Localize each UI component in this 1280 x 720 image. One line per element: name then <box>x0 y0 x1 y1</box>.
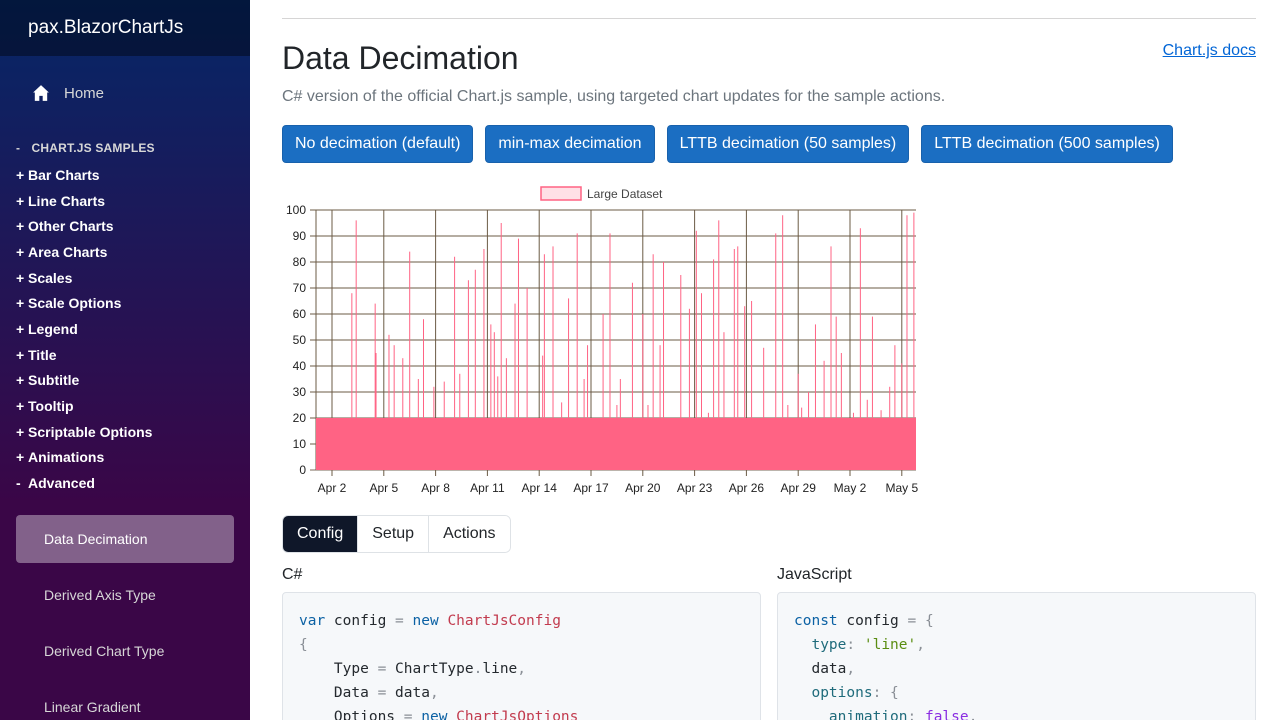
nav-group-label: Area Charts <box>28 244 108 260</box>
x-tick-label: Apr 14 <box>522 481 558 495</box>
nav-group-label: Legend <box>28 321 78 337</box>
x-tick-label: May 5 <box>885 481 918 495</box>
y-tick-label: 0 <box>299 463 306 477</box>
section-label: CHART.JS SAMPLES <box>31 141 155 155</box>
nav-group-label: Bar Charts <box>28 167 100 183</box>
x-tick-label: Apr 11 <box>470 481 505 495</box>
minmax-decimation-button[interactable]: min-max decimation <box>485 125 655 163</box>
nav-group-label: Line Charts <box>28 193 106 209</box>
expand-symbol: + <box>16 295 25 311</box>
expand-symbol: + <box>16 321 25 337</box>
nav-group-scriptable-options[interactable]: + Scriptable Options <box>16 424 152 440</box>
legend-label: Large Dataset <box>587 187 663 201</box>
x-tick-label: Apr 2 <box>318 481 347 495</box>
lttb-500-button[interactable]: LTTB decimation (500 samples) <box>921 125 1173 163</box>
nav-home[interactable]: Home <box>32 84 104 102</box>
expand-symbol: + <box>16 424 25 440</box>
nav-group-area-charts[interactable]: + Area Charts <box>16 244 107 260</box>
nav-group-label: Title <box>28 347 57 363</box>
y-tick-label: 20 <box>293 411 307 425</box>
x-tick-label: Apr 8 <box>421 481 450 495</box>
chartjs-docs-link[interactable]: Chart.js docs <box>1162 42 1256 59</box>
line-chart: 0 10 20 30 40 50 60 70 80 90 100 Apr 2 Apr 5 Apr 8 Apr… <box>286 186 918 495</box>
y-tick-label: 30 <box>293 385 307 399</box>
nav-group-line-charts[interactable]: + Line Charts <box>16 193 105 209</box>
legend-swatch <box>540 186 582 201</box>
csharp-code-block[interactable]: var config = new ChartJsConfig { Type = … <box>282 592 761 720</box>
nav-item-derived-axis-type[interactable]: Derived Axis Type <box>44 587 156 603</box>
nav-home-label: Home <box>64 84 105 102</box>
nav-group-subtitle[interactable]: + Subtitle <box>16 372 79 388</box>
y-tick-label: 100 <box>286 203 306 217</box>
expand-symbol: + <box>16 270 25 286</box>
expand-symbol: + <box>16 167 25 183</box>
y-tick-label: 40 <box>293 359 307 373</box>
x-tick-label: Apr 29 <box>781 481 817 495</box>
nav-group-bar-charts[interactable]: + Bar Charts <box>16 167 100 183</box>
expand-symbol: + <box>16 193 25 209</box>
page-title: Data Decimation <box>282 40 519 76</box>
code-tabs: Config Setup Actions <box>282 515 511 553</box>
nav-item-linear-gradient[interactable]: Linear Gradient <box>44 699 141 715</box>
nav-group-label: Scriptable Options <box>28 424 153 440</box>
section-chartjs-samples[interactable]: - CHART.JS SAMPLES <box>16 141 155 155</box>
nav-group-label: Advanced <box>28 475 95 491</box>
series-dense-band <box>316 418 916 470</box>
nav-group-label: Scales <box>28 270 73 286</box>
nav-group-label: Scale Options <box>28 295 122 311</box>
tab-config[interactable]: Config <box>283 516 359 552</box>
y-tick-label: 60 <box>293 307 307 321</box>
no-decimation-button[interactable]: No decimation (default) <box>282 125 474 163</box>
x-tick-label: Apr 17 <box>573 481 609 495</box>
nav-group-label: Animations <box>28 449 105 465</box>
top-divider <box>282 18 1256 19</box>
javascript-code-block[interactable]: const config = { type: 'line', data, opt… <box>777 592 1256 720</box>
sidebar: pax.BlazorChartJs Home - CHART.JS SAMPLE… <box>0 0 250 720</box>
nav-item-data-decimation[interactable]: Data Decimation <box>16 515 234 563</box>
expand-symbol: + <box>16 372 25 388</box>
x-tick-label: Apr 20 <box>625 481 661 495</box>
javascript-label: JavaScript <box>777 566 852 583</box>
y-tick-label: 90 <box>293 229 307 243</box>
action-buttons: No decimation (default) min-max decimati… <box>282 125 1185 163</box>
y-tick-label: 50 <box>293 333 307 347</box>
lttb-50-button[interactable]: LTTB decimation (50 samples) <box>666 125 910 163</box>
nav-item-derived-chart-type[interactable]: Derived Chart Type <box>44 643 165 659</box>
collapse-symbol: - <box>16 141 21 155</box>
home-icon <box>33 85 49 101</box>
brand-title[interactable]: pax.BlazorChartJs <box>0 0 250 56</box>
expand-symbol: + <box>16 244 25 260</box>
chart-container: 0 10 20 30 40 50 60 70 80 90 100 Apr 2 Apr 5 Apr 8 Apr… <box>282 180 922 500</box>
nav-group-title[interactable]: + Title <box>16 347 57 363</box>
nav-group-tooltip[interactable]: + Tooltip <box>16 398 74 414</box>
csharp-label: C# <box>282 566 303 583</box>
nav-group-scale-options[interactable]: + Scale Options <box>16 295 121 311</box>
nav-group-label: Subtitle <box>28 372 80 388</box>
y-tick-label: 80 <box>293 255 307 269</box>
expand-symbol: + <box>16 347 25 363</box>
page-subtitle: C# version of the official Chart.js samp… <box>282 88 946 105</box>
nav-group-label: Other Charts <box>28 218 114 234</box>
tab-actions[interactable]: Actions <box>429 516 510 552</box>
nav-group-advanced[interactable]: - Advanced <box>16 475 95 491</box>
nav-group-legend[interactable]: + Legend <box>16 321 78 337</box>
expand-symbol: + <box>16 449 25 465</box>
expand-symbol: + <box>16 218 25 234</box>
x-tick-label: Apr 23 <box>677 481 713 495</box>
nav-group-other-charts[interactable]: + Other Charts <box>16 218 114 234</box>
collapse-symbol: - <box>16 475 21 491</box>
x-tick-label: Apr 5 <box>369 481 398 495</box>
main-content: Data Decimation Chart.js docs C# version… <box>282 0 1256 720</box>
nav-group-label: Tooltip <box>28 398 74 414</box>
nav-group-animations[interactable]: + Animations <box>16 449 104 465</box>
tab-setup[interactable]: Setup <box>358 516 430 552</box>
x-tick-label: Apr 26 <box>729 481 765 495</box>
y-tick-label: 70 <box>293 281 307 295</box>
y-tick-label: 10 <box>293 437 307 451</box>
x-tick-label: May 2 <box>834 481 867 495</box>
nav-group-scales[interactable]: + Scales <box>16 270 72 286</box>
expand-symbol: + <box>16 398 25 414</box>
